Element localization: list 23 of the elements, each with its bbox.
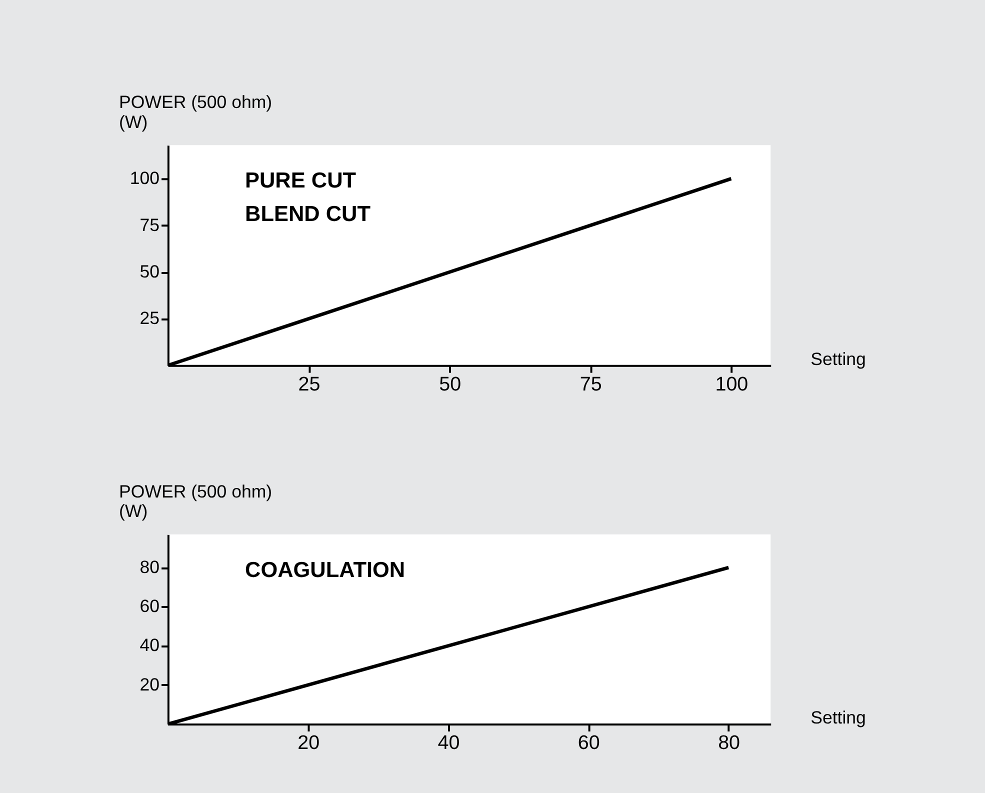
x-tick-label: 75 [580, 374, 602, 396]
y-tick-label: 20 [140, 674, 160, 694]
x-tick-label: 25 [298, 374, 320, 396]
x-tick-label: 50 [439, 374, 462, 396]
x-tick-label: 40 [438, 732, 460, 754]
y-tick-label: 80 [140, 557, 160, 578]
y-tick-label: 25 [140, 308, 160, 328]
x-tick-label: 20 [298, 732, 320, 754]
x-tick-label: 60 [578, 732, 600, 754]
y-tick-label: 50 [140, 261, 160, 282]
annotation: COAGULATION [245, 556, 406, 582]
x-axis-title: Setting [810, 708, 866, 728]
y-tick-label: 40 [140, 635, 160, 656]
y-axis-title: POWER (500 ohm) (W) [119, 92, 272, 132]
y-tick-label: 60 [140, 596, 160, 616]
y-tick-label: 75 [140, 214, 160, 235]
x-tick-label: 80 [718, 732, 740, 754]
annotation: PURE CUT [245, 168, 357, 193]
annotation: BLEND CUT [245, 201, 372, 226]
x-tick-label: 100 [715, 374, 748, 396]
y-axis-title: POWER (500 ohm) (W) [119, 481, 272, 522]
x-axis-title: Setting [810, 348, 866, 369]
y-tick-label: 100 [130, 168, 160, 188]
